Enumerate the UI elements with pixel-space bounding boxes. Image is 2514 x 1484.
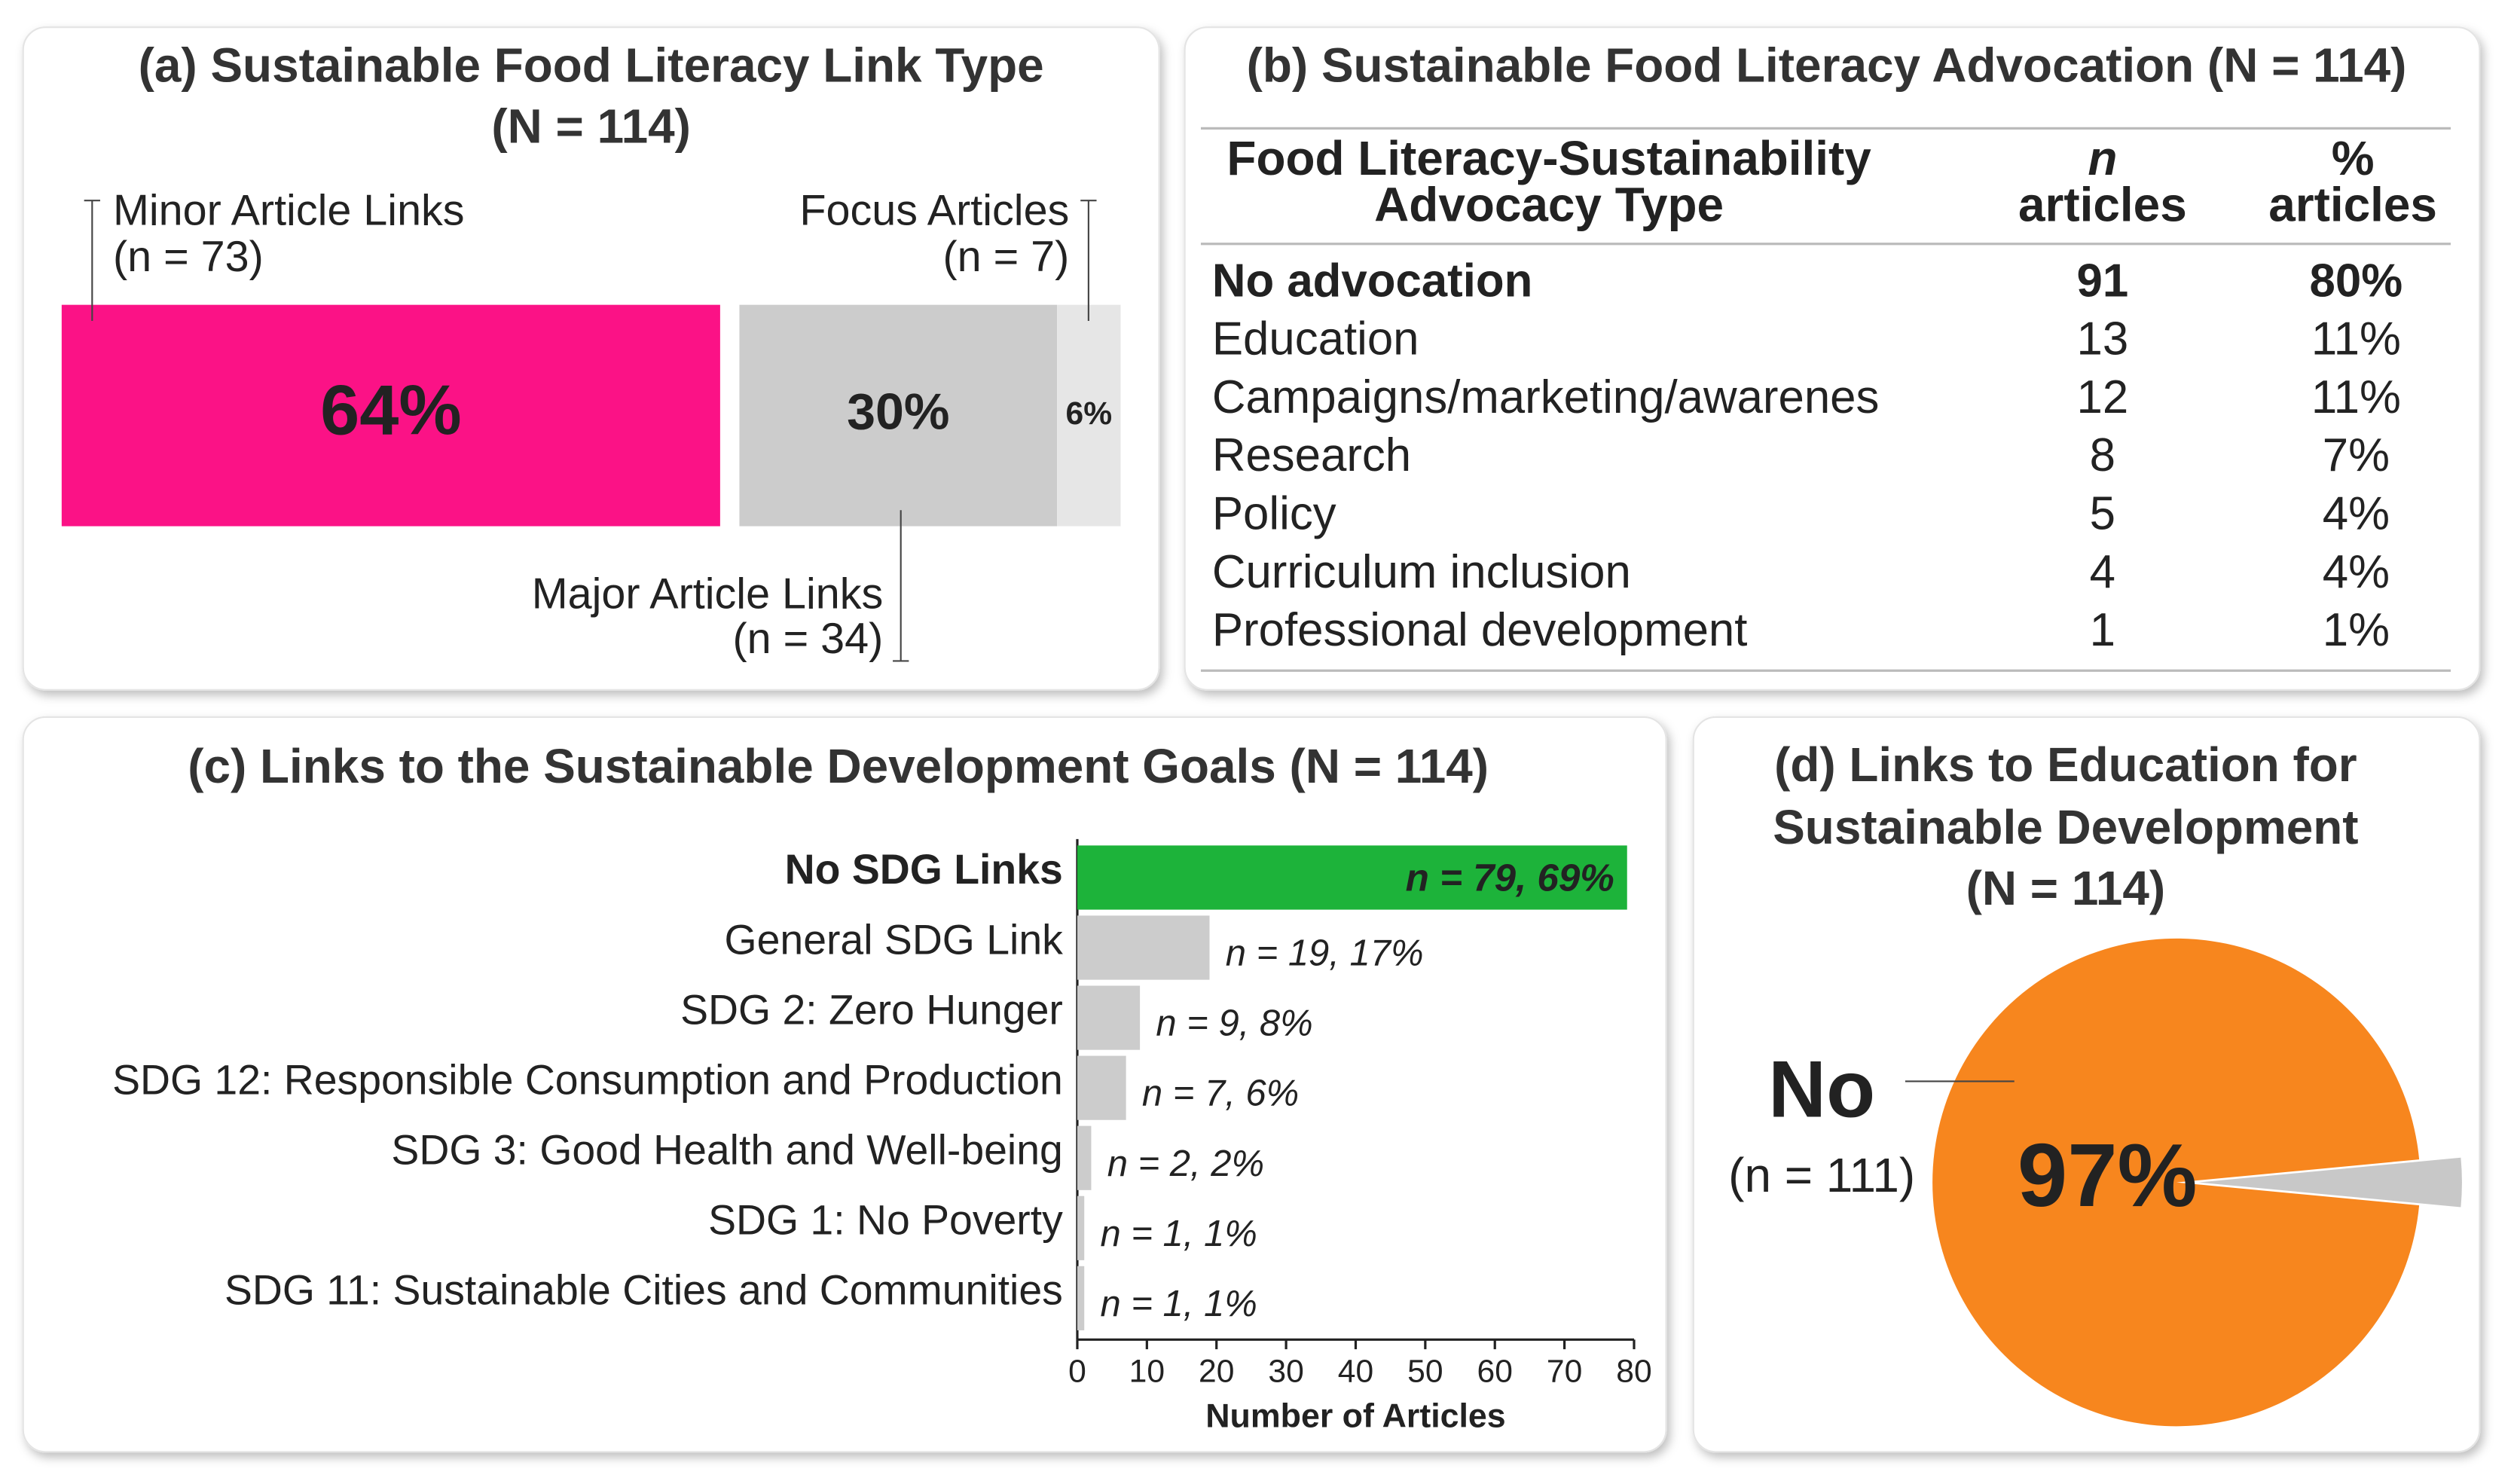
x-tick-label: 70 bbox=[1547, 1353, 1582, 1389]
table-cell: 13 bbox=[2077, 313, 2129, 365]
chart-title: (c) Links to the Sustainable Development… bbox=[188, 739, 1489, 793]
value-label: 30% bbox=[847, 383, 949, 441]
category-label: General SDG Link bbox=[725, 916, 1064, 963]
bar bbox=[1077, 845, 1627, 910]
value-label: n = 7, 6% bbox=[1142, 1073, 1299, 1114]
annotation-count: (n = 73) bbox=[113, 233, 264, 281]
value-label: n = 9, 8% bbox=[1156, 1003, 1312, 1044]
chart-title: (d) Links to Education for bbox=[1774, 737, 2357, 792]
table-cell: Professional development bbox=[1212, 604, 1748, 656]
annotation-name: Major Article Links bbox=[532, 569, 884, 618]
x-tick-label: 30 bbox=[1268, 1353, 1303, 1389]
value-label: n = 1, 1% bbox=[1101, 1284, 1257, 1324]
table-cell: 7% bbox=[2323, 429, 2390, 481]
category-label: SDG 1: No Poverty bbox=[708, 1197, 1063, 1244]
table-cell: Campaigns/marketing/awarenes bbox=[1212, 371, 1880, 423]
bar bbox=[1077, 915, 1210, 980]
panel-b bbox=[1184, 26, 2481, 691]
category-label: SDG 11: Sustainable Cities and Communiti… bbox=[225, 1267, 1063, 1314]
table-cell: Education bbox=[1212, 313, 1419, 365]
column-header: articles bbox=[2268, 178, 2437, 232]
chart-title: (N = 114) bbox=[491, 99, 691, 153]
value-label: 64% bbox=[320, 370, 462, 449]
column-header: articles bbox=[2018, 178, 2187, 232]
table-cell: 8 bbox=[2090, 429, 2115, 481]
table-cell: Research bbox=[1212, 429, 1411, 481]
table-cell: 5 bbox=[2090, 488, 2115, 540]
value-label: n = 2, 2% bbox=[1107, 1144, 1264, 1184]
table-cell: 4% bbox=[2323, 546, 2390, 598]
category-label: SDG 12: Responsible Consumption and Prod… bbox=[112, 1056, 1063, 1103]
x-tick-label: 0 bbox=[1068, 1353, 1086, 1389]
value-label: n = 1, 1% bbox=[1101, 1214, 1257, 1254]
x-axis-label: Number of Articles bbox=[1205, 1397, 1505, 1434]
table-cell: 11% bbox=[2311, 371, 2401, 423]
table-cell: 11% bbox=[2311, 313, 2401, 365]
value-label: n = 79, 69% bbox=[1406, 857, 1614, 899]
annotation-count: (n = 34) bbox=[733, 615, 884, 663]
value-label: 97% bbox=[2018, 1125, 2198, 1226]
bar bbox=[1077, 1195, 1085, 1260]
x-tick-label: 60 bbox=[1477, 1353, 1513, 1389]
table-cell: 1% bbox=[2323, 604, 2390, 656]
table-cell: 91 bbox=[2077, 255, 2129, 307]
column-header: % bbox=[2332, 131, 2375, 185]
pie-slice bbox=[1932, 938, 2420, 1427]
annotation-name: Focus Articles bbox=[799, 186, 1069, 234]
value-label: n = 19, 17% bbox=[1226, 933, 1424, 974]
table-cell: Curriculum inclusion bbox=[1212, 546, 1631, 598]
table-cell: 80% bbox=[2310, 255, 2403, 307]
table-cell: 4 bbox=[2090, 546, 2115, 598]
category-label: SDG 3: Good Health and Well-being bbox=[391, 1126, 1062, 1173]
bar bbox=[1077, 1125, 1092, 1190]
column-header: Food Literacy-Sustainability bbox=[1226, 131, 1871, 185]
table-cell: Policy bbox=[1212, 488, 1336, 540]
column-header: n bbox=[2088, 131, 2117, 185]
bar bbox=[1077, 985, 1141, 1050]
x-tick-label: 40 bbox=[1338, 1353, 1373, 1389]
chart-title: (a) Sustainable Food Literacy Link Type bbox=[139, 38, 1044, 92]
x-tick-label: 20 bbox=[1199, 1353, 1234, 1389]
x-tick-label: 80 bbox=[1616, 1353, 1651, 1389]
column-header: Advocacy Type bbox=[1374, 178, 1724, 232]
bar bbox=[1077, 1055, 1126, 1120]
annotation-name: Minor Article Links bbox=[113, 186, 465, 234]
table-cell: No advocation bbox=[1212, 255, 1532, 307]
x-tick-label: 10 bbox=[1129, 1353, 1165, 1389]
slice-label: No bbox=[1768, 1045, 1875, 1134]
slice-annotation: (n = 111) bbox=[1728, 1148, 1915, 1202]
bar bbox=[1077, 1266, 1085, 1330]
annotation-count: (n = 7) bbox=[943, 233, 1070, 281]
chart-title: Sustainable Development bbox=[1773, 800, 2358, 854]
bar-segment bbox=[739, 304, 1058, 527]
table-cell: 4% bbox=[2323, 488, 2390, 540]
x-tick-label: 50 bbox=[1407, 1353, 1443, 1389]
value-label: 6% bbox=[1066, 395, 1113, 432]
category-label: SDG 2: Zero Hunger bbox=[680, 986, 1063, 1033]
category-label: No SDG Links bbox=[785, 846, 1063, 893]
table-cell: 1 bbox=[2090, 604, 2115, 656]
chart-title: (b) Sustainable Food Literacy Advocation… bbox=[1247, 38, 2407, 92]
bar-segment bbox=[61, 304, 720, 527]
chart-title: (N = 114) bbox=[1966, 861, 2166, 915]
bar-segment bbox=[1057, 304, 1121, 527]
pie-slice bbox=[2198, 1157, 2462, 1208]
table-cell: 12 bbox=[2077, 371, 2129, 423]
